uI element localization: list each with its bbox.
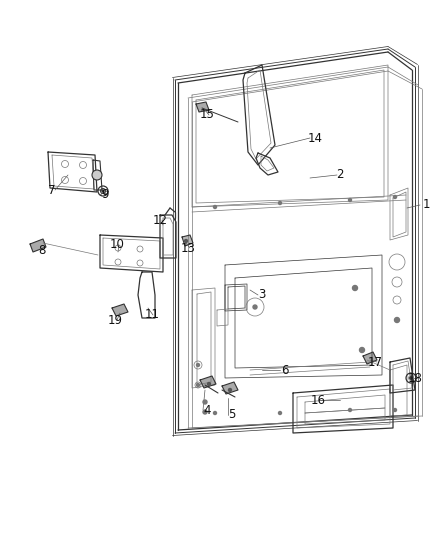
Text: 2: 2 — [336, 168, 344, 182]
Polygon shape — [30, 239, 46, 252]
Polygon shape — [196, 102, 209, 112]
Text: 14: 14 — [307, 132, 322, 144]
Text: 11: 11 — [145, 309, 159, 321]
Circle shape — [349, 408, 352, 411]
Circle shape — [253, 305, 257, 309]
Text: 16: 16 — [311, 393, 325, 407]
Polygon shape — [200, 376, 216, 388]
Text: 7: 7 — [48, 183, 56, 197]
Text: 1: 1 — [422, 198, 430, 212]
Circle shape — [353, 286, 357, 290]
Text: 4: 4 — [203, 403, 211, 416]
Circle shape — [197, 384, 199, 386]
Circle shape — [279, 411, 282, 415]
Circle shape — [395, 318, 399, 322]
Circle shape — [393, 196, 396, 198]
Circle shape — [184, 239, 187, 243]
Text: 13: 13 — [180, 241, 195, 254]
Text: 6: 6 — [281, 364, 289, 376]
Text: 19: 19 — [107, 313, 123, 327]
Circle shape — [213, 206, 216, 208]
Polygon shape — [182, 235, 193, 246]
Circle shape — [208, 383, 211, 385]
Polygon shape — [222, 382, 238, 394]
Circle shape — [410, 377, 412, 379]
Circle shape — [203, 410, 207, 414]
Text: 10: 10 — [110, 238, 124, 252]
Polygon shape — [112, 304, 128, 316]
Text: 15: 15 — [200, 109, 215, 122]
Circle shape — [197, 364, 199, 367]
Circle shape — [360, 348, 364, 352]
Circle shape — [203, 400, 207, 404]
Text: 17: 17 — [367, 356, 382, 368]
Circle shape — [393, 408, 396, 411]
Circle shape — [102, 190, 104, 192]
Circle shape — [349, 198, 352, 201]
Text: 5: 5 — [228, 408, 236, 422]
Circle shape — [213, 411, 216, 415]
Text: 9: 9 — [101, 189, 109, 201]
Text: 3: 3 — [258, 288, 266, 302]
Circle shape — [279, 201, 282, 205]
Text: 12: 12 — [152, 214, 167, 227]
Polygon shape — [363, 352, 377, 364]
Circle shape — [92, 170, 102, 180]
Text: 8: 8 — [38, 244, 46, 256]
Circle shape — [229, 389, 232, 392]
Text: 18: 18 — [408, 372, 422, 384]
